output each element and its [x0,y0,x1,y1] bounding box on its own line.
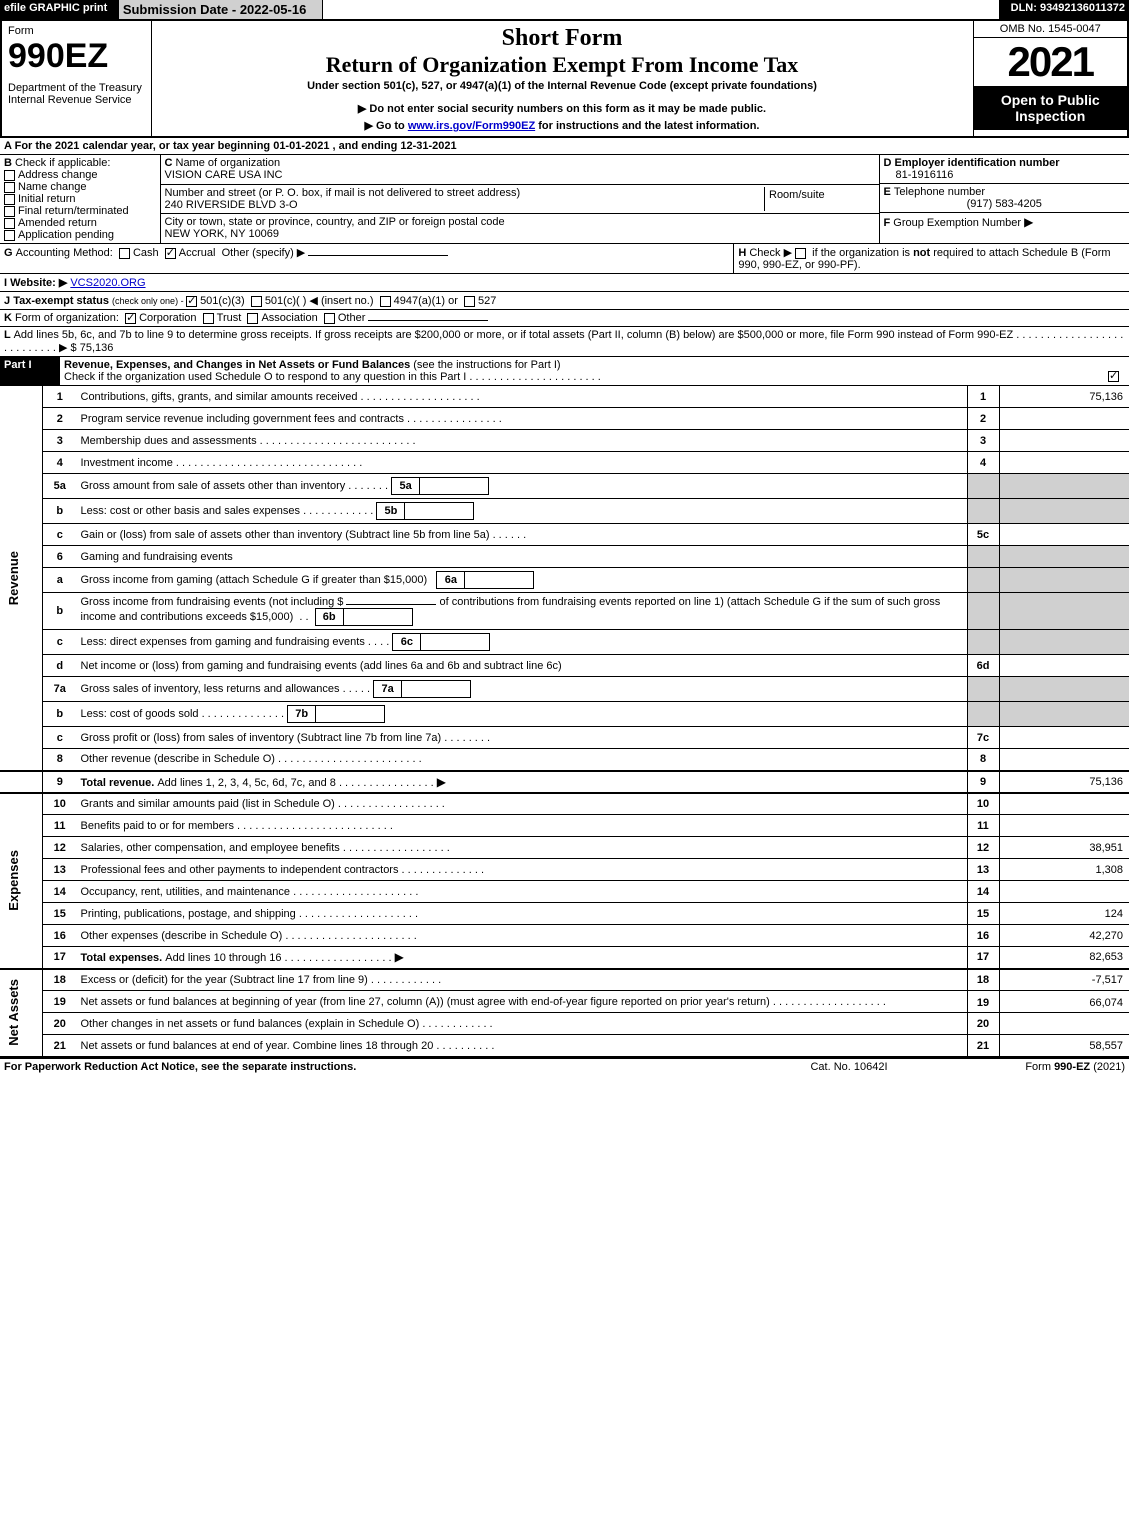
tax-year: 2021 [974,38,1128,86]
chk-name-change[interactable] [4,182,15,193]
G-label: Accounting Method: [16,247,113,259]
amt-18: -7,517 [999,969,1129,991]
box-5a[interactable] [419,477,489,495]
amt-15: 124 [999,903,1129,925]
amt-6d [999,655,1129,677]
part-label: Part I [0,357,60,385]
ssn-warning: ▶ Do not enter social security numbers o… [162,102,963,115]
ein-value: 81-1916116 [884,169,954,181]
C-city-label: City or town, state or province, country… [165,216,505,228]
subtitle: Under section 501(c), 527, or 4947(a)(1)… [162,80,963,92]
footer-left: For Paperwork Reduction Act Notice, see … [0,1058,749,1075]
chk-schedule-b-not-required[interactable] [795,248,806,259]
form-header: Form 990EZ Department of the Treasury In… [0,19,1129,138]
amt-7c [999,727,1129,749]
top-bar: efile GRAPHIC print Submission Date - 20… [0,0,1129,19]
amt-21: 58,557 [999,1035,1129,1057]
submission-date: Submission Date - 2022-05-16 [118,0,322,19]
chk-initial-return[interactable] [4,194,15,205]
D-label: Employer identification number [895,157,1060,169]
amt-16: 42,270 [999,925,1129,947]
chk-corporation[interactable] [125,313,136,324]
box-6b[interactable] [343,608,413,626]
chk-527[interactable] [464,296,475,307]
amt-2 [999,408,1129,430]
chk-trust[interactable] [203,313,214,324]
I-label: Website: ▶ [10,277,67,289]
chk-address-change[interactable] [4,170,15,181]
cat-no: Cat. No. 10642I [749,1058,949,1075]
chk-501c[interactable] [251,296,262,307]
irs-link[interactable]: www.irs.gov/Form990EZ [408,120,535,132]
goto-line: ▶ Go to www.irs.gov/Form990EZ for instru… [162,119,963,132]
form-word: Form [8,25,145,37]
website-link[interactable]: VCS2020.ORG [70,277,145,289]
box-7a[interactable] [401,680,471,698]
chk-accrual[interactable] [165,248,176,259]
revenue-label: Revenue [4,547,23,609]
box-6a[interactable] [464,571,534,589]
chk-other-org[interactable] [324,313,335,324]
org-street: 240 RIVERSIDE BLVD 3-O [165,199,298,211]
org-name: VISION CARE USA INC [165,169,283,181]
org-city: NEW YORK, NY 10069 [165,228,280,240]
short-form-title: Short Form [162,25,963,52]
L-text: Add lines 5b, 6c, and 7b to line 9 to de… [14,329,1014,341]
box-7b[interactable] [315,705,385,723]
amt-9: 75,136 [999,771,1129,793]
amt-19: 66,074 [999,991,1129,1013]
box-6c[interactable] [420,633,490,651]
amt-12: 38,951 [999,837,1129,859]
chk-application-pending[interactable] [4,230,15,241]
chk-schedule-o-part1[interactable] [1108,371,1119,382]
page-footer: For Paperwork Reduction Act Notice, see … [0,1057,1129,1075]
efile-label: efile GRAPHIC print [0,0,118,19]
main-title: Return of Organization Exempt From Incom… [162,52,963,78]
part-i-header: Part I Revenue, Expenses, and Changes in… [0,357,1129,385]
gross-receipts: 75,136 [80,342,114,354]
C-name-label: Name of organization [176,157,281,169]
B-label: Check if applicable: [15,157,110,169]
part-i-table: Revenue 1 Contributions, gifts, grants, … [0,385,1129,1057]
chk-cash[interactable] [119,248,130,259]
F-label: Group Exemption Number [893,217,1021,229]
amt-8 [999,749,1129,771]
netassets-label: Net Assets [4,975,23,1050]
dln: DLN: 93492136011372 [999,0,1129,19]
amt-14 [999,881,1129,903]
box-5b[interactable] [404,502,474,520]
phone-value: (917) 583-4205 [884,198,1126,210]
amt-11 [999,815,1129,837]
chk-4947[interactable] [380,296,391,307]
amt-17: 82,653 [999,947,1129,969]
amt-5c [999,524,1129,546]
amt-10 [999,793,1129,815]
chk-amended-return[interactable] [4,218,15,229]
dept-treasury: Department of the Treasury [8,82,145,94]
entity-block: A For the 2021 calendar year, or tax yea… [0,138,1129,243]
amt-13: 1,308 [999,859,1129,881]
amt-4 [999,452,1129,474]
amt-1: 75,136 [999,386,1129,408]
amt-3 [999,430,1129,452]
omb-number: OMB No. 1545-0047 [974,21,1128,38]
line-A: For the 2021 calendar year, or tax year … [15,140,457,152]
open-to-public: Open to Public Inspection [974,86,1128,130]
amt-20 [999,1013,1129,1035]
expenses-label: Expenses [4,846,23,915]
room-label: Room/suite [769,189,825,201]
C-street-label: Number and street (or P. O. box, if mail… [165,187,521,199]
chk-501c3[interactable] [186,296,197,307]
form-number: 990EZ [8,37,145,76]
E-label: Telephone number [894,186,985,198]
chk-final-return[interactable] [4,206,15,217]
irs-label: Internal Revenue Service [8,94,145,106]
ghijkl-block: G Accounting Method: Cash Accrual Other … [0,243,1129,357]
chk-association[interactable] [247,313,258,324]
